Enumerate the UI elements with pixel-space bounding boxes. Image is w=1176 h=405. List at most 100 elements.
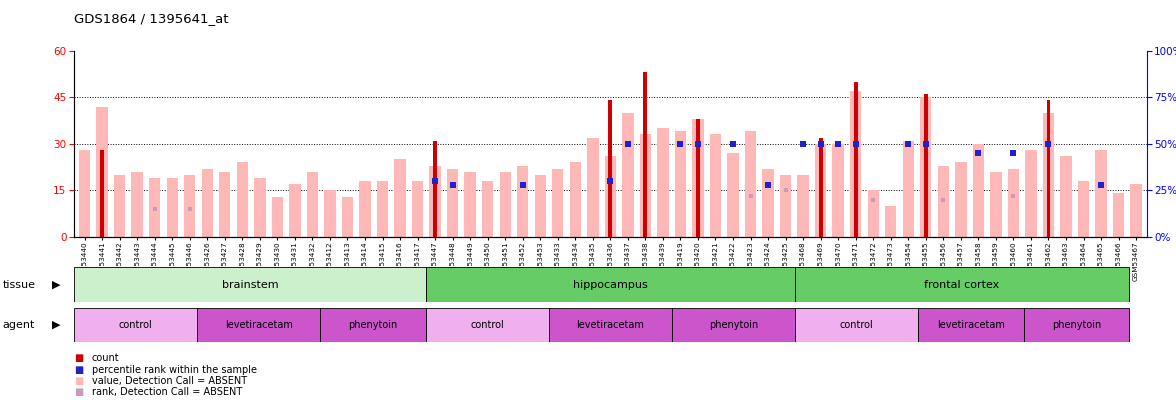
Bar: [167, 178, 178, 237]
Text: brainstem: brainstem: [221, 279, 279, 290]
Bar: [795, 267, 1129, 302]
Bar: [289, 184, 301, 237]
Bar: [394, 159, 406, 237]
Text: levetiracetam: levetiracetam: [576, 320, 644, 330]
Bar: [1008, 168, 1020, 237]
Bar: [517, 166, 528, 237]
Bar: [604, 156, 616, 237]
Point: [741, 193, 760, 199]
Text: phenytoin: phenytoin: [709, 320, 759, 330]
Bar: [797, 175, 809, 237]
Text: count: count: [92, 354, 119, 363]
Text: agent: agent: [2, 320, 35, 330]
Bar: [973, 144, 984, 237]
Bar: [325, 190, 335, 237]
Point: [969, 150, 988, 156]
Bar: [1078, 181, 1089, 237]
Bar: [671, 308, 795, 342]
Bar: [920, 97, 931, 237]
Point: [426, 178, 445, 184]
Text: percentile rank within the sample: percentile rank within the sample: [92, 365, 256, 375]
Bar: [412, 181, 423, 237]
Point: [847, 141, 866, 147]
Point: [723, 141, 742, 147]
Bar: [1047, 100, 1050, 237]
Bar: [643, 72, 647, 237]
Bar: [114, 175, 126, 237]
Text: ▶: ▶: [52, 320, 60, 330]
Text: control: control: [119, 320, 153, 330]
Point: [759, 181, 777, 188]
Bar: [918, 308, 1023, 342]
Bar: [815, 144, 827, 237]
Point: [1004, 193, 1023, 199]
Point: [180, 206, 199, 212]
Point: [829, 141, 848, 147]
Bar: [587, 138, 599, 237]
Bar: [675, 131, 686, 237]
Bar: [272, 196, 283, 237]
Bar: [549, 308, 671, 342]
Text: levetiracetam: levetiracetam: [225, 320, 293, 330]
Bar: [342, 196, 353, 237]
Point: [864, 196, 883, 203]
Bar: [818, 138, 822, 237]
Bar: [79, 150, 91, 237]
Point: [811, 141, 830, 147]
Text: rank, Detection Call = ABSENT: rank, Detection Call = ABSENT: [92, 388, 242, 397]
Bar: [902, 141, 914, 237]
Bar: [833, 144, 844, 237]
Point: [513, 181, 532, 188]
Bar: [955, 162, 967, 237]
Point: [916, 141, 935, 147]
Point: [146, 206, 165, 212]
Bar: [426, 267, 795, 302]
Bar: [1095, 150, 1107, 237]
Text: control: control: [840, 320, 874, 330]
Point: [934, 196, 953, 203]
Bar: [1130, 184, 1142, 237]
Bar: [429, 166, 441, 237]
Point: [898, 141, 917, 147]
Bar: [868, 190, 878, 237]
Point: [601, 178, 620, 184]
Text: frontal cortex: frontal cortex: [924, 279, 1000, 290]
Bar: [924, 94, 928, 237]
Bar: [100, 150, 103, 237]
Bar: [622, 113, 634, 237]
Point: [776, 187, 795, 194]
Text: control: control: [470, 320, 505, 330]
Bar: [74, 308, 198, 342]
Point: [794, 141, 813, 147]
Bar: [710, 134, 721, 237]
Bar: [1025, 150, 1036, 237]
Bar: [854, 82, 857, 237]
Bar: [254, 178, 266, 237]
Bar: [850, 91, 861, 237]
Point: [689, 141, 708, 147]
Point: [1091, 181, 1110, 188]
Text: tissue: tissue: [2, 279, 35, 290]
Bar: [320, 308, 426, 342]
Bar: [482, 181, 494, 237]
Bar: [307, 172, 319, 237]
Bar: [696, 119, 700, 237]
Bar: [780, 175, 791, 237]
Text: ■: ■: [74, 354, 83, 363]
Bar: [795, 308, 918, 342]
Point: [443, 181, 462, 188]
Point: [619, 141, 637, 147]
Bar: [185, 175, 195, 237]
Bar: [744, 131, 756, 237]
Bar: [640, 134, 652, 237]
Bar: [886, 206, 896, 237]
Point: [1004, 150, 1023, 156]
Bar: [727, 153, 739, 237]
Bar: [608, 100, 613, 237]
Bar: [360, 181, 370, 237]
Bar: [500, 172, 510, 237]
Bar: [96, 107, 108, 237]
Bar: [149, 178, 160, 237]
Bar: [426, 308, 549, 342]
Bar: [465, 172, 476, 237]
